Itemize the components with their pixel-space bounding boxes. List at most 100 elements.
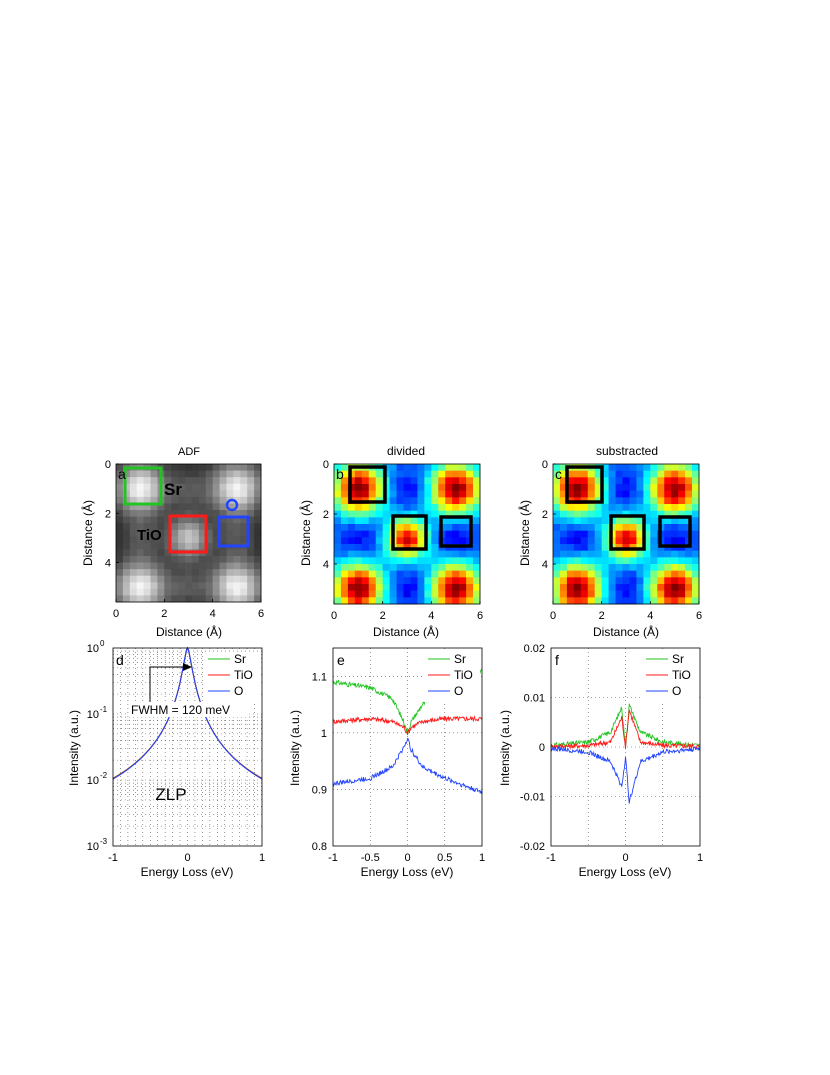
sr-box-c bbox=[565, 465, 604, 504]
series-line-sr bbox=[550, 703, 701, 749]
panel-e-ylabel: Intensity (a.u.) bbox=[288, 710, 302, 786]
o-box-c bbox=[658, 515, 692, 548]
panel-f-frame bbox=[550, 647, 701, 847]
x-tick-label: 6 bbox=[696, 610, 702, 622]
panel-c-frame bbox=[552, 463, 700, 605]
y-tick-label: 0 bbox=[539, 742, 545, 754]
tio-box-b bbox=[391, 514, 428, 551]
panel-d-letter: d bbox=[116, 652, 124, 668]
x-tick-label: 1 bbox=[697, 852, 703, 864]
series-line-o bbox=[332, 737, 483, 795]
y-tick-label: 0.01 bbox=[524, 693, 545, 705]
panel-c: substracted c 0 2 4 6 0 2 4 Distance (Å) Dista… bbox=[517, 444, 702, 639]
panel-f-ylabel: Intensity (a.u.) bbox=[498, 710, 512, 786]
y-tick-label: 10 bbox=[87, 643, 99, 655]
tio-box-c bbox=[609, 514, 646, 551]
o-box-b bbox=[439, 515, 473, 548]
sr-label: Sr bbox=[164, 480, 182, 499]
panel-f-lines bbox=[550, 703, 701, 804]
panel-a-title: ADF bbox=[178, 446, 200, 458]
panel-f-axes: -1 0 1 0.02 0.01 0 -0.01 -0.02 bbox=[520, 643, 703, 864]
y-tick-label: 1.1 bbox=[312, 671, 327, 683]
tio-box bbox=[168, 514, 208, 554]
legend-label: O bbox=[454, 684, 463, 698]
x-tick-label: 1 bbox=[479, 852, 485, 864]
fwhm-arrow-head bbox=[183, 663, 192, 671]
panel-d-frame bbox=[112, 647, 263, 847]
panel-e-legend: Sr TiO O bbox=[424, 652, 480, 702]
divided-map bbox=[334, 464, 481, 605]
y-tick-label: 2 bbox=[105, 508, 111, 520]
y-tick-exponent: -1 bbox=[100, 705, 108, 714]
legend-label: O bbox=[672, 684, 681, 698]
panel-f: -1 0 1 0.02 0.01 0 -0.01 -0.02 f Sr TiO O Energy … bbox=[498, 643, 703, 879]
panel-b-letter: b bbox=[336, 466, 344, 482]
x-tick-label: 1 bbox=[259, 852, 265, 864]
y-tick-label: 2 bbox=[542, 509, 548, 521]
o-label-circle bbox=[225, 498, 239, 512]
panel-f-xlabel: Energy Loss (eV) bbox=[579, 865, 672, 879]
y-tick-label: 0 bbox=[323, 459, 329, 471]
tio-label: TiO bbox=[137, 527, 162, 544]
panel-a-ylabel: Distance (Å) bbox=[80, 500, 95, 566]
x-tick-label: 4 bbox=[428, 610, 434, 622]
x-tick-label: 6 bbox=[477, 610, 483, 622]
y-tick-label: 4 bbox=[323, 559, 329, 571]
panel-f-legend: Sr TiO O bbox=[642, 652, 698, 702]
x-tick-label: 2 bbox=[161, 608, 167, 620]
fwhm-annotation: FWHM = 120 meV bbox=[131, 703, 230, 717]
panel-a: ADF Sr TiO a 0 2 4 6 0 2 4 Distance (Å) Distan… bbox=[80, 446, 264, 639]
y-tick-label: 4 bbox=[105, 558, 111, 570]
y-tick-label: 0.8 bbox=[312, 841, 327, 853]
subtracted-map bbox=[553, 464, 700, 605]
x-tick-label: 0 bbox=[184, 852, 190, 864]
panel-e-axes: -1 -0.5 0 0.5 1 0.8 0.9 1 1.1 bbox=[312, 671, 485, 864]
x-tick-label: 2 bbox=[380, 610, 386, 622]
y-tick-label: 0 bbox=[542, 459, 548, 471]
panel-c-axes: 0 2 4 6 0 2 4 bbox=[542, 459, 702, 622]
x-tick-label: 0 bbox=[331, 610, 337, 622]
legend-label: O bbox=[234, 684, 243, 698]
y-tick-label: 10 bbox=[87, 775, 99, 787]
series-line-tio bbox=[332, 715, 483, 736]
panel-c-letter: c bbox=[555, 466, 562, 482]
sr-box bbox=[123, 466, 163, 506]
y-tick-exponent: -3 bbox=[100, 837, 108, 846]
y-tick-label: -0.01 bbox=[520, 792, 545, 804]
zlp-label: ZLP bbox=[155, 785, 186, 804]
legend-label: TiO bbox=[672, 668, 691, 682]
x-tick-label: 6 bbox=[258, 608, 264, 620]
y-tick-label: -0.02 bbox=[520, 841, 545, 853]
y-tick-label: 0.02 bbox=[524, 643, 545, 655]
y-tick-label: 0 bbox=[105, 459, 111, 471]
series-line-o bbox=[550, 745, 701, 804]
y-tick-label: 0.9 bbox=[312, 784, 327, 796]
x-tick-label: 0.5 bbox=[437, 852, 452, 864]
x-tick-label: 0 bbox=[404, 852, 410, 864]
x-tick-label: 0 bbox=[622, 852, 628, 864]
panel-d-legend: Sr TiO O bbox=[204, 652, 260, 702]
x-tick-label: 2 bbox=[599, 610, 605, 622]
panel-d-ylabel: Intensity (a.u.) bbox=[67, 710, 81, 786]
panel-b-frame bbox=[333, 463, 481, 605]
series-line-tio bbox=[550, 708, 701, 750]
x-tick-label: -0.5 bbox=[361, 852, 380, 864]
panel-a-letter: a bbox=[118, 466, 126, 482]
panel-b: divided b 0 2 4 6 0 2 4 Distance (Å) Distance … bbox=[298, 444, 483, 639]
panel-c-title: substracted bbox=[596, 444, 658, 458]
y-tick-exponent: 0 bbox=[100, 639, 105, 648]
y-tick-label: 2 bbox=[323, 509, 329, 521]
panel-e-xlabel: Energy Loss (eV) bbox=[361, 865, 454, 879]
panel-d-xlabel: Energy Loss (eV) bbox=[141, 865, 234, 879]
fwhm-annotation-bg bbox=[129, 702, 249, 717]
y-tick-exponent: -2 bbox=[100, 771, 108, 780]
sr-box-b bbox=[348, 465, 387, 504]
panel-c-ylabel: Distance (Å) bbox=[517, 500, 532, 566]
panel-a-axes: 0 2 4 6 0 2 4 bbox=[105, 459, 264, 620]
y-tick-label: 1 bbox=[321, 728, 327, 740]
x-tick-label: -1 bbox=[328, 852, 338, 864]
o-box bbox=[217, 515, 250, 548]
